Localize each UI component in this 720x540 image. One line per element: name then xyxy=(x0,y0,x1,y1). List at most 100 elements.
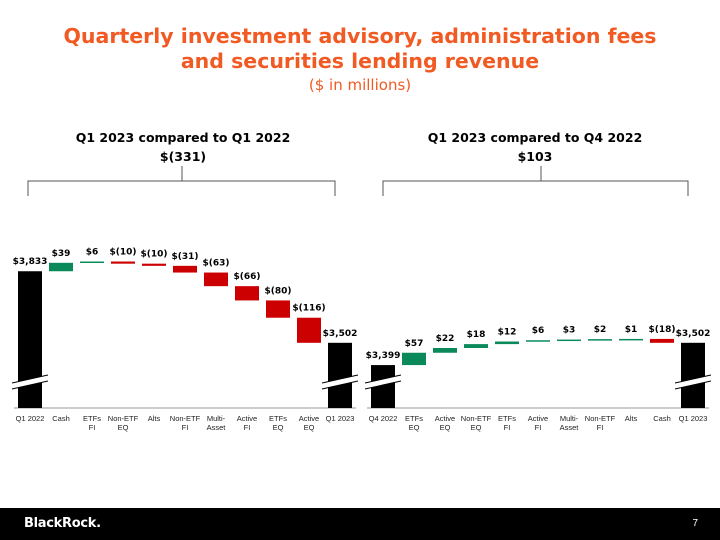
category-label: ETFs xyxy=(498,414,516,423)
increase-bar xyxy=(80,261,104,264)
value-label: $(116) xyxy=(292,304,325,314)
decrease-bar xyxy=(650,338,674,343)
increase-bar xyxy=(526,340,550,342)
page-title-line-2: and securities lending revenue xyxy=(180,49,540,73)
category-label: FI xyxy=(504,423,511,432)
category-label: ETFs xyxy=(405,414,423,423)
right-panel-heading: Q1 2023 compared to Q4 2022 xyxy=(427,130,643,145)
category-label: Non-ETF xyxy=(170,414,201,423)
value-label: $6 xyxy=(86,248,99,258)
category-label: EQ xyxy=(273,423,284,432)
category-label: FI xyxy=(535,423,542,432)
left-panel-heading: Q1 2023 compared to Q1 2022 xyxy=(75,130,291,145)
value-label: $3,502 xyxy=(676,329,711,339)
axis-break-line xyxy=(674,380,712,390)
value-label: $39 xyxy=(52,249,71,259)
category-label: Alts xyxy=(148,414,161,423)
category-label: EQ xyxy=(304,423,315,432)
increase-bar xyxy=(402,352,426,366)
increase-bar xyxy=(619,338,643,341)
decrease-bar xyxy=(111,261,135,264)
category-label: Q1 2022 xyxy=(16,414,45,423)
decrease-bar xyxy=(266,300,290,318)
value-label: $3,399 xyxy=(366,351,401,361)
axis-break-line xyxy=(364,374,402,384)
value-label: $1 xyxy=(625,325,638,335)
category-label: Q1 2023 xyxy=(679,414,708,423)
category-label: Active xyxy=(435,414,455,423)
right-bracket xyxy=(382,166,689,196)
value-label: $18 xyxy=(467,330,486,340)
category-label: EQ xyxy=(409,423,420,432)
category-label: ETFs xyxy=(83,414,101,423)
value-label: $(10) xyxy=(140,250,167,260)
category-label: FI xyxy=(182,423,189,432)
increase-bar xyxy=(464,344,488,348)
value-label: $3 xyxy=(563,326,576,336)
axis-break-line xyxy=(11,374,49,384)
decrease-bar xyxy=(235,286,259,301)
category-label: Multi- xyxy=(207,414,226,423)
page-subtitle: ($ in millions) xyxy=(308,76,412,94)
decrease-bar xyxy=(142,263,166,266)
page-title-line-1: Quarterly investment advisory, administr… xyxy=(63,24,657,48)
decrease-bar xyxy=(204,272,228,287)
axis-break-mark xyxy=(12,375,48,389)
category-label: FI xyxy=(597,423,604,432)
category-label: Q4 2022 xyxy=(369,414,398,423)
value-label: $(80) xyxy=(264,286,291,296)
category-label: Non-ETF xyxy=(585,414,616,423)
value-label: $57 xyxy=(405,339,424,349)
value-label: $2 xyxy=(594,325,607,335)
value-label: $22 xyxy=(436,334,455,344)
value-label: $(10) xyxy=(109,248,136,258)
axis-break-mark xyxy=(365,375,401,389)
total-bar xyxy=(681,342,705,408)
axis-break-line xyxy=(11,380,49,390)
category-label: FI xyxy=(89,423,96,432)
increase-bar xyxy=(588,339,612,341)
increase-bar xyxy=(433,348,457,353)
category-label: Active xyxy=(299,414,319,423)
decrease-bar xyxy=(297,317,321,343)
brand-logo: BlackRock. xyxy=(24,516,101,531)
category-label: EQ xyxy=(118,423,129,432)
category-label: Cash xyxy=(52,414,70,423)
category-label: Asset xyxy=(207,423,227,432)
increase-bar xyxy=(495,341,519,345)
category-label: Alts xyxy=(625,414,638,423)
category-label: Non-ETF xyxy=(108,414,139,423)
page-number: 7 xyxy=(692,518,698,529)
value-label: $(66) xyxy=(233,272,260,282)
footer-bar: BlackRock. 7 xyxy=(0,508,720,540)
decrease-bar xyxy=(173,265,197,273)
axis-break-line xyxy=(674,374,712,384)
category-label: Cash xyxy=(653,414,671,423)
category-label: EQ xyxy=(440,423,451,432)
increase-bar xyxy=(557,339,581,342)
axis-break-line xyxy=(321,380,359,390)
category-label: Active xyxy=(237,414,257,423)
axis-break-mark xyxy=(322,375,358,389)
total-bar xyxy=(18,271,42,408)
axis-break-mark xyxy=(675,375,711,389)
category-label: Active xyxy=(528,414,548,423)
total-bar xyxy=(328,342,352,408)
value-label: $3,833 xyxy=(13,257,48,267)
category-label: Multi- xyxy=(560,414,579,423)
value-label: $6 xyxy=(532,326,545,336)
category-label: ETFs xyxy=(269,414,287,423)
left-panel-change: $(331) xyxy=(159,149,207,164)
value-label: $(18) xyxy=(648,325,675,335)
increase-bar xyxy=(49,262,73,272)
axis-break-line xyxy=(364,380,402,390)
value-label: $(31) xyxy=(171,252,198,262)
category-label: FI xyxy=(244,423,251,432)
category-label: Asset xyxy=(560,423,580,432)
category-label: Q1 2023 xyxy=(326,414,355,423)
right-panel-change: $103 xyxy=(517,149,553,164)
left-bracket xyxy=(27,166,336,196)
value-label: $12 xyxy=(498,328,517,338)
